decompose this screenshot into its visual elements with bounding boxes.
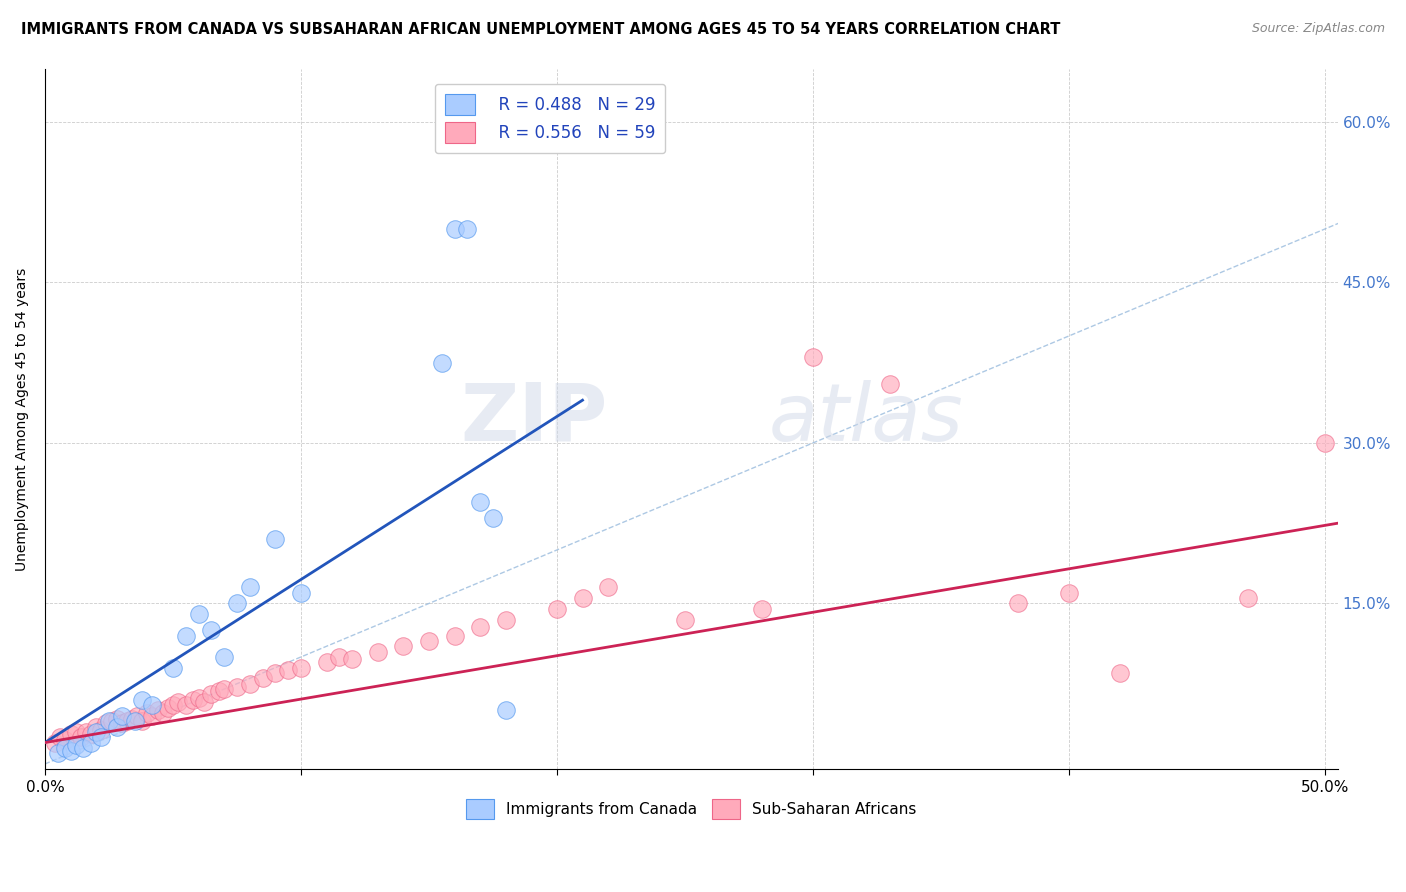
- Point: [96, 716, 118, 731]
- Point: [65, 738, 87, 752]
- Point: [468, 495, 491, 509]
- Point: [69, 730, 91, 744]
- Point: [105, 719, 128, 733]
- Point: [59, 727, 82, 741]
- Point: [801, 351, 824, 365]
- Point: [141, 698, 163, 712]
- Point: [264, 665, 287, 680]
- Point: [90, 723, 112, 737]
- Point: [571, 591, 593, 606]
- Point: [443, 222, 465, 236]
- Point: [315, 656, 337, 670]
- Point: [340, 652, 363, 666]
- Point: [598, 581, 620, 595]
- Point: [1057, 586, 1080, 600]
- Point: [156, 701, 179, 715]
- Point: [187, 607, 209, 622]
- Point: [1313, 436, 1336, 450]
- Text: ZIP: ZIP: [460, 380, 607, 458]
- Point: [443, 629, 465, 643]
- Point: [127, 708, 149, 723]
- Point: [879, 377, 901, 392]
- Point: [290, 586, 312, 600]
- Point: [290, 661, 312, 675]
- Point: [239, 581, 262, 595]
- Point: [46, 746, 69, 760]
- Point: [239, 676, 262, 690]
- Text: Source: ZipAtlas.com: Source: ZipAtlas.com: [1251, 22, 1385, 36]
- Legend: Immigrants from Canada, Sub-Saharan Africans: Immigrants from Canada, Sub-Saharan Afri…: [460, 793, 922, 825]
- Point: [65, 724, 87, 739]
- Point: [751, 602, 773, 616]
- Point: [208, 684, 231, 698]
- Point: [226, 680, 249, 694]
- Point: [367, 645, 389, 659]
- Point: [183, 692, 205, 706]
- Point: [131, 692, 153, 706]
- Point: [80, 735, 103, 749]
- Point: [84, 724, 107, 739]
- Point: [162, 698, 184, 712]
- Point: [174, 698, 197, 712]
- Point: [1109, 665, 1132, 680]
- Point: [226, 597, 249, 611]
- Point: [84, 719, 107, 733]
- Point: [111, 716, 134, 731]
- Point: [98, 714, 121, 728]
- Point: [328, 650, 350, 665]
- Point: [252, 671, 274, 685]
- Point: [59, 744, 82, 758]
- Point: [131, 714, 153, 728]
- Point: [495, 613, 517, 627]
- Point: [80, 727, 103, 741]
- Text: IMMIGRANTS FROM CANADA VS SUBSAHARAN AFRICAN UNEMPLOYMENT AMONG AGES 45 TO 54 YE: IMMIGRANTS FROM CANADA VS SUBSAHARAN AFR…: [21, 22, 1060, 37]
- Point: [193, 695, 215, 709]
- Point: [430, 356, 453, 370]
- Point: [212, 681, 235, 696]
- Point: [146, 703, 169, 717]
- Text: atlas: atlas: [769, 380, 963, 458]
- Point: [392, 640, 415, 654]
- Y-axis label: Unemployment Among Ages 45 to 54 years: Unemployment Among Ages 45 to 54 years: [15, 268, 30, 571]
- Point: [75, 724, 97, 739]
- Point: [49, 730, 72, 744]
- Point: [1237, 591, 1260, 606]
- Point: [121, 712, 143, 726]
- Point: [187, 690, 209, 705]
- Point: [152, 706, 174, 720]
- Point: [200, 624, 222, 638]
- Point: [212, 650, 235, 665]
- Point: [482, 511, 505, 525]
- Point: [418, 634, 440, 648]
- Point: [1007, 597, 1029, 611]
- Point: [136, 706, 159, 720]
- Point: [495, 703, 517, 717]
- Point: [111, 708, 134, 723]
- Point: [115, 714, 138, 728]
- Point: [546, 602, 568, 616]
- Point: [264, 533, 287, 547]
- Point: [105, 712, 128, 726]
- Point: [277, 663, 299, 677]
- Point: [468, 620, 491, 634]
- Point: [90, 730, 112, 744]
- Point: [141, 708, 163, 723]
- Point: [44, 735, 66, 749]
- Point: [124, 714, 146, 728]
- Point: [200, 687, 222, 701]
- Point: [100, 714, 122, 728]
- Point: [673, 613, 696, 627]
- Point: [174, 629, 197, 643]
- Point: [162, 661, 184, 675]
- Point: [72, 740, 94, 755]
- Point: [55, 740, 77, 755]
- Point: [55, 733, 77, 747]
- Point: [167, 695, 190, 709]
- Point: [456, 222, 478, 236]
